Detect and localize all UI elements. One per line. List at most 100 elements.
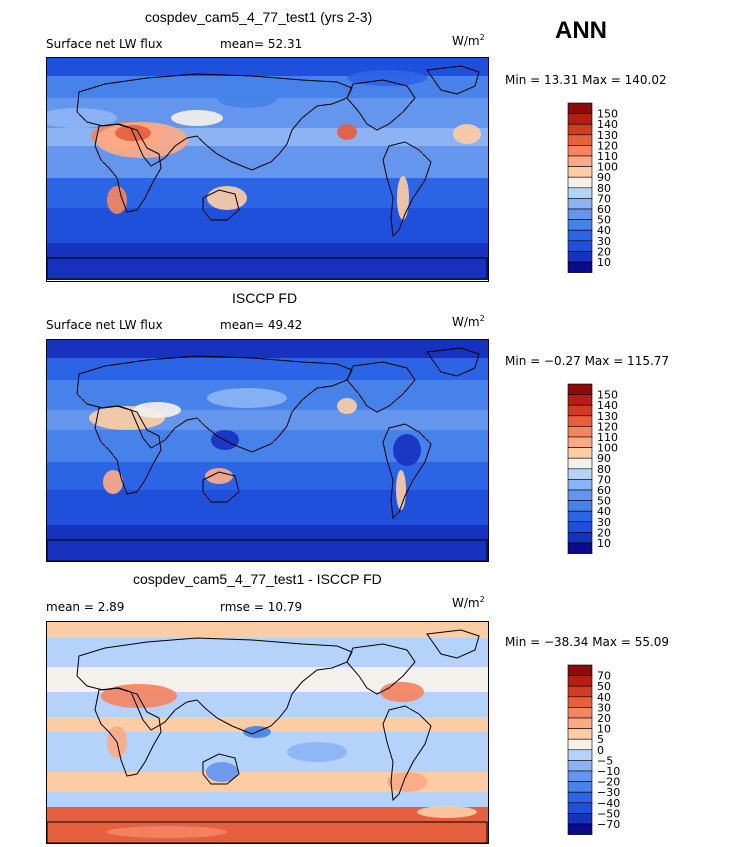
field-band <box>47 208 488 243</box>
season-label: ANN <box>555 17 607 44</box>
coastline <box>426 347 480 377</box>
colorbar-box <box>567 728 593 740</box>
field-blob <box>217 88 277 108</box>
field-band <box>47 525 488 561</box>
colorbar-box <box>567 426 593 438</box>
colorbar-box <box>567 415 593 427</box>
panel-1-map <box>46 57 489 282</box>
panel-3-map-svg <box>47 622 488 843</box>
colorbar-tick-label: 80 <box>597 463 611 476</box>
colorbar-tick-label: 90 <box>597 171 611 184</box>
colorbar-box <box>567 823 593 835</box>
colorbar-box <box>567 489 593 501</box>
colorbar-box <box>567 155 593 167</box>
field-blob <box>337 398 357 414</box>
colorbar-tick-label: 100 <box>597 161 618 174</box>
colorbar-tick-label: 80 <box>597 182 611 195</box>
colorbar-tick-label: −5 <box>597 754 613 767</box>
panel-3-mean: mean = 2.89 <box>46 600 125 614</box>
colorbar-box <box>567 675 593 687</box>
colorbar-box <box>567 664 593 676</box>
panel-3-rmse: rmse = 10.79 <box>220 600 303 614</box>
coastline <box>426 65 480 95</box>
panel-1-units: W/m2 <box>452 33 485 48</box>
colorbar-box <box>567 749 593 761</box>
panel-3-title: cospdev_cam5_4_77_test1 - ISCCP FD <box>133 571 382 587</box>
colorbar-tick-label: 20 <box>597 712 611 725</box>
colorbar-box <box>567 251 593 263</box>
panel-2-variable-label: Surface net LW flux <box>46 318 163 332</box>
colorbar-box <box>567 468 593 480</box>
colorbar-box <box>567 479 593 491</box>
panel-3-map <box>46 621 489 844</box>
colorbar-tick-label: 50 <box>597 495 611 508</box>
coastline <box>76 355 353 453</box>
panel-2-colorbar: 150 140 130 120 110 100 90 80 70 60 50 40 30 20 10 <box>567 383 647 555</box>
field-blob <box>107 826 227 838</box>
colorbar-box <box>567 219 593 231</box>
colorbar-tick-label: 90 <box>597 452 611 465</box>
colorbar-box <box>567 760 593 772</box>
panel-1-minmax: Min = 13.31 Max = 140.02 <box>505 73 667 87</box>
colorbar-box <box>567 102 593 114</box>
colorbar-tick-label: 50 <box>597 680 611 693</box>
coastline <box>346 361 416 413</box>
colorbar-tick-label: 60 <box>597 203 611 216</box>
colorbar-box <box>567 521 593 533</box>
panel-2-minmax: Min = −0.27 Max = 115.77 <box>505 354 670 368</box>
colorbar-tick-label: −50 <box>597 807 620 820</box>
colorbar-box <box>567 176 593 189</box>
colorbar-tick-label: 30 <box>597 701 611 714</box>
panel-1-variable-label: Surface net LW flux <box>46 37 163 51</box>
colorbar-tick-label: 40 <box>597 505 611 518</box>
field-blob <box>397 176 409 220</box>
field-blob <box>171 110 223 126</box>
panel-3-minmax: Min = −38.34 Max = 55.09 <box>505 635 670 649</box>
colorbar-tick-label: 140 <box>597 399 618 412</box>
colorbar-box <box>567 187 593 199</box>
field-band <box>47 638 488 667</box>
coastline <box>76 637 353 735</box>
coastline <box>202 471 240 503</box>
coastline <box>47 257 488 280</box>
colorbar-box <box>567 717 593 729</box>
colorbar-tick-label: −30 <box>597 786 620 799</box>
colorbar-box <box>567 781 593 793</box>
field-blob <box>107 186 127 214</box>
colorbar-tick-label: 50 <box>597 214 611 227</box>
field-blob <box>337 124 357 140</box>
field-blob <box>396 470 406 510</box>
coastline <box>346 643 416 695</box>
field-band <box>47 340 488 358</box>
colorbar-box <box>567 229 593 242</box>
colorbar-box <box>567 134 593 146</box>
coastline <box>426 629 480 659</box>
colorbar-box <box>567 208 593 220</box>
colorbar-box <box>567 404 593 417</box>
colorbar-box <box>567 707 593 719</box>
colorbar-tick-label: 10 <box>597 256 611 269</box>
colorbar-tick-label: 110 <box>597 150 618 163</box>
field-band <box>47 807 488 843</box>
panel-3-colorbar: 70 50 40 30 20 10 5 0 −5 −10 −20 −30 −40 −50 −70 <box>567 664 647 836</box>
colorbar-tick-label: 130 <box>597 410 618 423</box>
colorbar-tick-label: −20 <box>597 776 620 789</box>
coastline <box>47 539 488 561</box>
colorbar-box <box>567 738 593 751</box>
colorbar-box <box>567 123 593 136</box>
coastline <box>202 753 240 785</box>
colorbar-box <box>567 436 593 448</box>
colorbar-box <box>567 542 593 554</box>
colorbar-box <box>567 113 593 125</box>
colorbar-tick-label: −10 <box>597 765 620 778</box>
field-blob <box>101 684 177 708</box>
colorbar-tick-label: 30 <box>597 235 611 248</box>
coastline <box>202 189 240 221</box>
colorbar-tick-label: 20 <box>597 526 611 539</box>
field-blob <box>207 186 247 210</box>
colorbar-tick-label: −40 <box>597 797 620 810</box>
colorbar-box <box>567 261 593 273</box>
